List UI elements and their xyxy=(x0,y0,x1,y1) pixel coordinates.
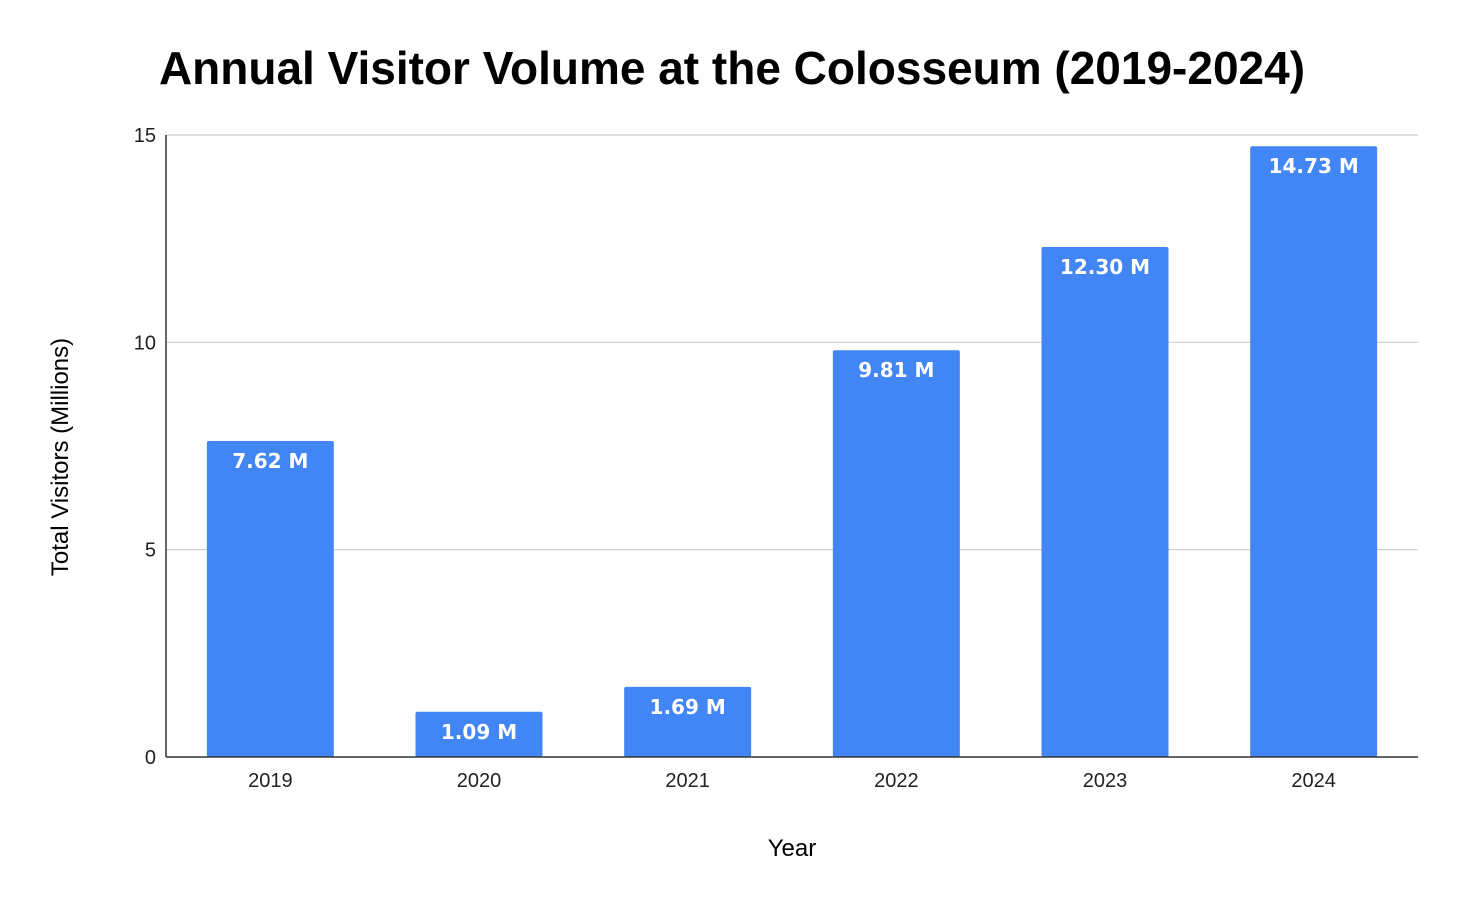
x-tick-label: 2022 xyxy=(874,770,919,792)
x-tick-label: 2023 xyxy=(1083,770,1128,792)
x-tick-label: 2020 xyxy=(457,770,502,792)
bar-data-label: 9.81 M xyxy=(858,358,934,382)
y-tick-label: 5 xyxy=(145,540,156,562)
gridlines xyxy=(166,134,1418,551)
bars xyxy=(206,146,1378,758)
y-axis-ticks: 0 5 10 15 xyxy=(134,125,156,769)
bar-data-label: 14.73 M xyxy=(1269,154,1359,178)
y-tick-label: 15 xyxy=(134,125,156,147)
chart-title: Annual Visitor Volume at the Colosseum (… xyxy=(159,42,1305,94)
bar xyxy=(1250,146,1378,758)
x-tick-label: 2019 xyxy=(248,770,293,792)
bar xyxy=(206,441,334,757)
bar-data-labels: 7.62 M 1.09 M 1.69 M 9.81 M 12.30 M 14.73 M xyxy=(232,154,1359,744)
y-tick-label: 10 xyxy=(134,332,156,354)
bar xyxy=(1041,246,1169,757)
x-axis-title: Year xyxy=(768,835,817,862)
bar-data-label: 1.69 M xyxy=(650,695,726,719)
bar-data-label: 7.62 M xyxy=(232,449,308,473)
y-axis-title: Total Visitors (Millions) xyxy=(47,338,74,576)
bar-data-label: 12.30 M xyxy=(1060,255,1150,279)
x-tick-label: 2024 xyxy=(1291,770,1336,792)
bar xyxy=(415,711,543,757)
x-axis-ticks: 2019 2020 2021 2022 2023 2024 xyxy=(248,770,1336,792)
bar-data-label: 1.09 M xyxy=(441,720,517,744)
bar xyxy=(624,686,752,757)
x-tick-label: 2021 xyxy=(665,770,710,792)
y-tick-label: 0 xyxy=(145,747,156,769)
bar xyxy=(832,350,960,757)
